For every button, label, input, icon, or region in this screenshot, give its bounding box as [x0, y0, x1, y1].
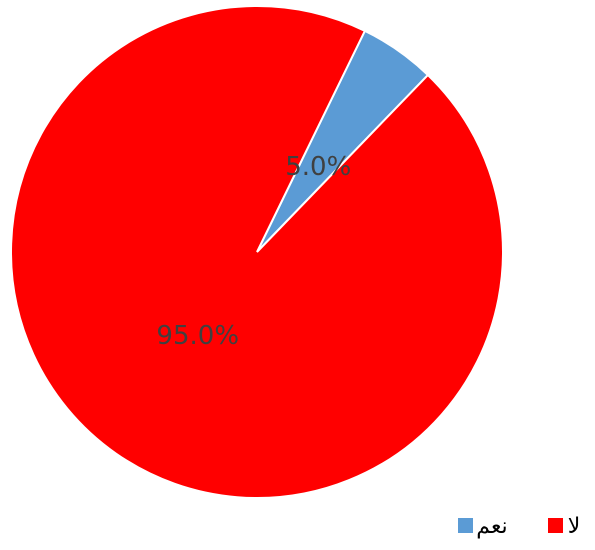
legend-swatch-no: [548, 518, 563, 533]
legend-swatch-yes: [458, 518, 473, 533]
pie-slice-no: [10, 5, 504, 499]
legend-label-no: لا: [568, 514, 581, 539]
data-label-no: 95.0%: [156, 321, 239, 351]
legend-label-yes: نعم: [476, 514, 507, 539]
pie-data-labels: 5.0% 95.0%: [156, 152, 351, 351]
pie-slices: [10, 5, 504, 499]
data-label-yes: 5.0%: [285, 152, 351, 182]
legend: لا نعم: [458, 514, 580, 539]
